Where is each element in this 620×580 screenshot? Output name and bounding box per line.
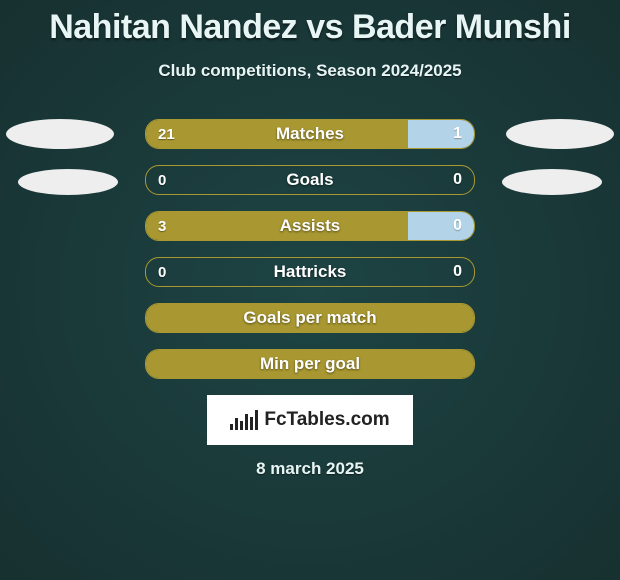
stat-value-left: 0	[146, 166, 310, 194]
flag-icon	[502, 169, 602, 195]
stat-value-left: 0	[146, 258, 310, 286]
stat-value-right: 0	[310, 258, 474, 286]
site-logo[interactable]: FcTables.com	[207, 395, 413, 445]
flag-icon	[18, 169, 118, 195]
date-label: 8 march 2025	[0, 459, 620, 479]
page-title: Nahitan Nandez vs Bader Munshi	[0, 0, 620, 47]
stat-value-left: 3	[146, 212, 408, 240]
stats-area: 211Matches 00Goals 30Assists 00Hattricks Goa…	[0, 119, 620, 379]
logo-text: FcTables.com	[264, 409, 389, 431]
stat-row: Goals per match	[145, 303, 475, 333]
stat-bar-full	[146, 304, 474, 332]
flag-icon	[6, 119, 114, 149]
stat-row: 00Hattricks	[145, 257, 475, 287]
stat-row: 30Assists	[145, 211, 475, 241]
stat-bar-full	[146, 350, 474, 378]
stat-value-right: 1	[408, 120, 474, 148]
stat-value-right: 0	[408, 212, 474, 240]
stat-value-right: 0	[310, 166, 474, 194]
chart-icon	[230, 410, 258, 430]
comparison-card: Nahitan Nandez vs Bader Munshi Club comp…	[0, 0, 620, 580]
stat-row: 00Goals	[145, 165, 475, 195]
stat-value-left: 21	[146, 120, 408, 148]
stat-row: 211Matches	[145, 119, 475, 149]
stat-row: Min per goal	[145, 349, 475, 379]
flag-icon	[506, 119, 614, 149]
subtitle: Club competitions, Season 2024/2025	[0, 61, 620, 81]
